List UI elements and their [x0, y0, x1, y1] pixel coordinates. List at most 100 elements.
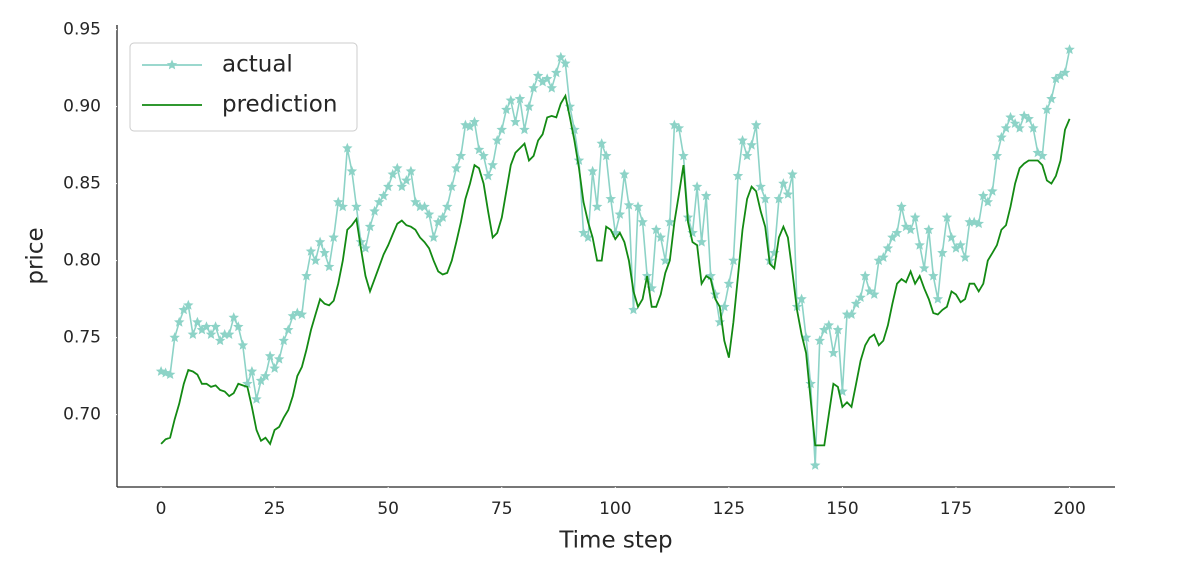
y-tick-label: 0.95 [63, 20, 101, 40]
point-marker [233, 321, 244, 332]
point-marker [909, 212, 921, 222]
point-marker [273, 353, 285, 364]
point-marker [719, 301, 730, 312]
point-marker [955, 239, 966, 250]
point-marker [750, 119, 762, 130]
point-marker [1005, 111, 1016, 122]
x-tick-label: 200 [1053, 499, 1085, 519]
point-marker [224, 329, 235, 339]
point-marker [959, 252, 971, 262]
point-marker [887, 232, 898, 242]
point-marker [950, 242, 962, 253]
x-tick-label: 25 [264, 499, 286, 519]
point-marker [246, 366, 258, 376]
point-marker [787, 168, 798, 179]
point-marker [560, 58, 571, 68]
point-marker [192, 316, 203, 327]
point-marker [1000, 122, 1012, 133]
series-line [160, 93, 1071, 447]
point-marker [319, 247, 330, 258]
point-marker [1055, 70, 1066, 81]
point-marker [301, 270, 312, 281]
point-marker [419, 201, 430, 212]
point-marker [800, 332, 812, 343]
point-marker [819, 324, 830, 335]
point-marker [323, 261, 335, 272]
point-marker [651, 224, 662, 235]
point-marker [641, 270, 653, 281]
point-marker [278, 335, 289, 346]
point-marker [364, 221, 376, 232]
point-marker [305, 245, 317, 256]
point-marker [1059, 67, 1071, 78]
point-marker [1041, 104, 1053, 115]
point-marker [991, 150, 1003, 161]
point-marker [687, 227, 698, 238]
point-marker [896, 201, 907, 212]
point-marker [737, 135, 748, 145]
point-marker [555, 51, 566, 62]
point-marker [1050, 73, 1062, 84]
point-marker [587, 165, 598, 176]
point-marker [296, 309, 308, 319]
point-marker [805, 378, 816, 389]
point-marker [660, 255, 671, 266]
point-marker [673, 122, 685, 133]
point-marker [637, 216, 648, 227]
point-marker [183, 299, 194, 310]
point-marker [850, 298, 862, 309]
point-marker [260, 370, 271, 381]
point-marker [401, 175, 412, 185]
point-marker [782, 188, 794, 199]
point-marker [392, 162, 403, 173]
y-axis-label: price [23, 227, 49, 284]
point-marker [228, 312, 239, 322]
point-marker [387, 168, 398, 179]
point-marker [396, 181, 407, 192]
point-marker [741, 150, 753, 161]
point-marker [1037, 150, 1048, 161]
x-tick-label: 50 [377, 499, 399, 519]
point-marker [705, 270, 716, 281]
point-marker [696, 236, 707, 247]
point-marker [700, 190, 712, 201]
point-marker [310, 255, 321, 266]
point-marker [178, 304, 189, 315]
point-marker [746, 139, 757, 150]
point-marker [873, 255, 884, 266]
point-marker [623, 199, 635, 210]
point-marker [255, 375, 267, 386]
point-marker [723, 278, 735, 289]
point-marker [932, 293, 944, 304]
point-marker [973, 218, 984, 229]
point-marker [814, 335, 825, 346]
point-marker [523, 101, 535, 112]
point-marker [941, 212, 953, 222]
point-marker [810, 459, 821, 470]
point-marker [283, 324, 294, 335]
point-marker [846, 309, 857, 319]
point-marker [923, 224, 934, 235]
point-marker [328, 232, 339, 242]
point-marker [251, 393, 262, 404]
point-marker [691, 181, 703, 192]
point-marker [541, 73, 553, 84]
legend-marker [166, 59, 178, 70]
point-marker [710, 289, 721, 299]
point-marker [614, 208, 626, 219]
x-tick-label: 0 [156, 499, 167, 519]
point-marker [532, 70, 544, 81]
x-tick-label: 175 [940, 499, 972, 519]
y-tick-label: 0.70 [63, 405, 101, 425]
point-marker [269, 362, 280, 373]
point-marker [582, 232, 594, 242]
point-marker [996, 131, 1007, 142]
x-tick-label: 75 [491, 499, 513, 519]
point-marker [455, 150, 467, 161]
point-marker [432, 216, 444, 227]
point-marker [505, 95, 517, 105]
y-tick-label: 0.85 [63, 174, 101, 194]
point-marker [496, 124, 507, 135]
point-marker [1023, 113, 1034, 124]
